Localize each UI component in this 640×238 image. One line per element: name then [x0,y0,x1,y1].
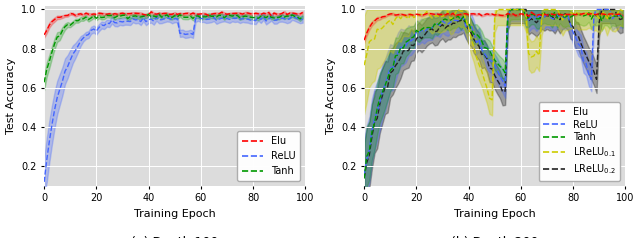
X-axis label: Training Epoch: Training Epoch [134,209,216,219]
Y-axis label: Test Accuracy: Test Accuracy [326,57,335,134]
Text: (b) Depth 200: (b) Depth 200 [451,236,538,238]
X-axis label: Training Epoch: Training Epoch [454,209,536,219]
Text: (a) Depth 100: (a) Depth 100 [131,236,218,238]
Y-axis label: Test Accuracy: Test Accuracy [6,57,15,134]
Legend: Elu, ReLU, Tanh: Elu, ReLU, Tanh [237,131,300,181]
Legend: Elu, ReLU, Tanh, LReLU$_{0.1}$, LReLU$_{0.2}$: Elu, ReLU, Tanh, LReLU$_{0.1}$, LReLU$_{… [538,102,620,181]
